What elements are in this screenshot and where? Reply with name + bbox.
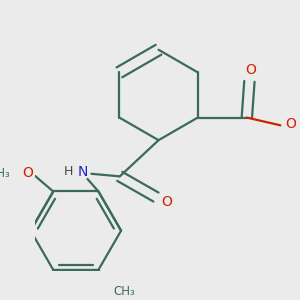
Text: CH₃: CH₃ bbox=[0, 167, 10, 180]
Text: H: H bbox=[63, 165, 73, 178]
Text: O: O bbox=[245, 63, 256, 77]
Text: CH₃: CH₃ bbox=[113, 285, 135, 298]
Text: O: O bbox=[285, 117, 296, 131]
Text: N: N bbox=[77, 166, 88, 179]
Text: O: O bbox=[22, 167, 33, 180]
Text: O: O bbox=[161, 195, 172, 209]
